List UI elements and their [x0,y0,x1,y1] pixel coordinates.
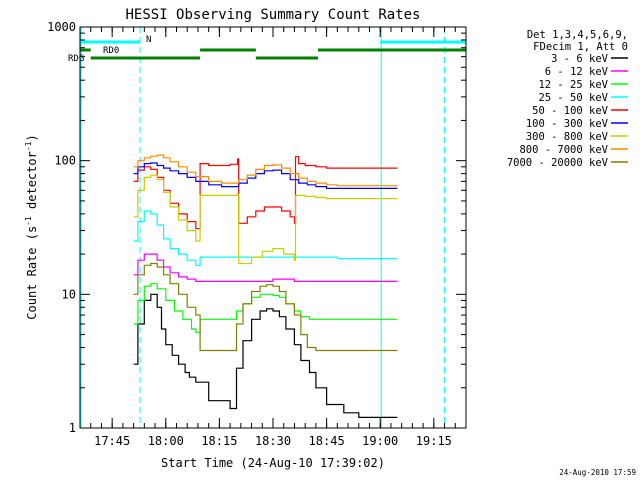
series-line-8 [133,262,398,352]
flag-bars: N RD0 RDG [68,35,466,64]
x-axis-ticks: 17:45 18:00 18:15 18:30 18:45 19:00 19:15 [79,27,456,448]
flag-label-rdg: RDG [68,54,84,64]
y-axis-ticks: 1 10 100 1000 [47,20,466,435]
legend-label-7: 800 - 7000 keV [519,144,608,156]
vertical-markers [80,27,446,428]
legend-label-6: 300 - 800 keV [526,131,609,143]
legend-label-1: 6 - 12 keV [545,66,609,78]
x-tick-label-3: 18:30 [255,434,291,448]
x-axis-label: Start Time (24-Aug-10 17:39:02) [161,456,385,470]
series-line-3 [133,210,398,266]
y-axis-label-sup1: -1 [24,216,33,226]
x-tick-label-0: 17:45 [94,434,130,448]
y-tick-label-2: 100 [54,154,76,168]
legend-header-0: Det 1,3,4,5,6,9, [527,29,628,41]
y-axis-label-end: ) [25,134,39,141]
y-axis-label: Count Rate (s-1 detector-1) [24,134,39,319]
series-line-5 [133,162,398,189]
flag-label-rd0: RD0 [103,46,119,56]
series-line-4 [133,156,398,230]
legend-label-4: 50 - 100 keV [532,105,609,117]
y-tick-label-1: 10 [62,287,76,301]
x-tick-label-1: 18:00 [148,434,184,448]
chart-title: HESSI Observing Summary Count Rates [125,7,420,23]
y-tick-label-3: 1000 [47,20,76,34]
x-tick-label-4: 18:45 [309,434,345,448]
series-line-2 [133,283,398,333]
y-axis-label-main: Count Rate (s [25,226,39,320]
legend-label-2: 12 - 25 keV [538,79,608,91]
y-axis-label-sup2: -1 [24,141,33,151]
series-line-0 [133,293,398,418]
legend-label-3: 25 - 50 keV [538,92,608,104]
x-tick-label-6: 19:15 [416,434,452,448]
legend-label-8: 7000 - 20000 keV [507,157,609,169]
legend-label-5: 100 - 300 keV [526,118,609,130]
y-tick-label-0: 1 [69,421,76,435]
series-lines [133,154,398,418]
legend-label-0: 3 - 6 keV [551,53,609,65]
flag-label-n: N [146,35,151,45]
series-line-6 [133,174,398,265]
x-tick-label-5: 19:00 [362,434,398,448]
y-axis-label-mid: detector [25,151,39,216]
x-tick-label-2: 18:15 [201,434,237,448]
series-line-7 [133,154,398,187]
timestamp-stamp: 24-Aug-2010 17:59 [559,468,636,477]
series-line-1 [133,253,398,282]
legend: Det 1,3,4,5,6,9,FDecim 1, Att 03 - 6 keV… [507,29,628,169]
legend-header-1: FDecim 1, Att 0 [533,41,628,53]
